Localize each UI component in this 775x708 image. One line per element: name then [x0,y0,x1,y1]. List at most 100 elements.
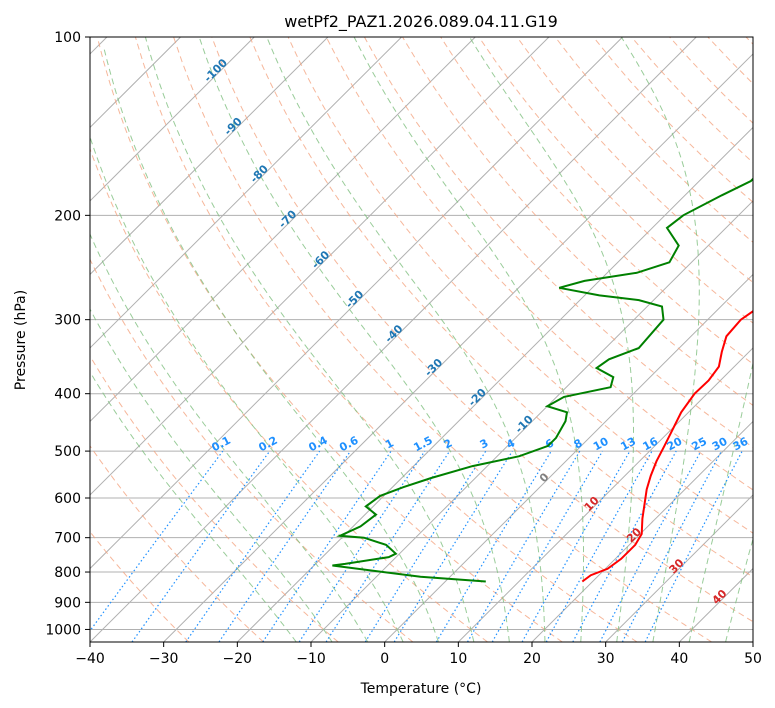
moist-adiabat-line [90,232,369,642]
x-axis: −40 −30 −20 −10 0 10 20 30 40 50 [75,642,762,667]
dry-adiabat-line [592,37,753,203]
y-tick-label: 300 [54,313,81,329]
mixing-ratio-label: 16 [641,435,661,454]
mixing-ratio-label: 13 [618,435,638,454]
mixing-ratio-line [262,450,392,642]
mixing-ratio-line [185,450,321,642]
dewpoint-profile-line [332,177,753,583]
moist-adiabat-line [103,49,439,642]
moist-adiabat-line [144,37,475,642]
isotherm-line [90,37,550,496]
dry-adiabat-line [516,37,753,284]
isotherm-line [90,37,329,276]
moist-adiabat-line [725,537,753,642]
dry-adiabat-line [96,37,563,642]
y-tick-label: 1000 [45,622,81,638]
isotherm-label: 30 [667,556,687,576]
y-axis-label: Pressure (hPa) [13,290,29,390]
dry-adiabat-line [287,37,753,534]
x-tick-label: −10 [296,651,326,667]
isotherm-line [384,273,753,642]
y-tick-label: 900 [54,595,81,611]
y-axis: 100 200 300 400 500 600 700 800 900 1000 [45,30,90,638]
isotherm-label: -80 [248,162,271,185]
isotherm-label: -10 [513,412,536,435]
moist-adiabat-line [353,37,584,642]
y-tick-label: 500 [54,444,81,460]
mixing-ratio-label: 36 [731,435,751,454]
x-tick-label: −20 [223,651,253,667]
isotherm-line [90,37,623,570]
chart-title: wetPf2_PAZ1.2026.089.04.11.G19 [284,12,558,32]
isotherm-label: -20 [466,386,489,409]
mixing-ratio-line [572,450,677,642]
mixing-ratio-label: 30 [710,435,730,454]
isotherm-line [90,37,255,202]
y-tick-label: 400 [54,387,81,403]
isotherm-line [236,126,753,642]
dry-adiabat-line [669,37,753,124]
mixing-ratio-line [325,450,451,642]
isotherm-label: -30 [422,356,445,379]
mixing-ratio-line [435,450,552,642]
dry-adiabat-line [90,445,264,642]
x-tick-label: 40 [670,651,688,667]
dry-adiabat-line [173,37,712,642]
y-tick-label: 200 [54,208,81,224]
x-tick-label: 30 [597,651,615,667]
dry-adiabat-line [211,37,753,623]
moist-adiabat-line [90,370,297,642]
dry-adiabat-line [325,37,753,491]
x-axis-label: Temperature (°C) [360,681,482,697]
y-tick-label: 100 [54,30,81,46]
x-tick-label: 0 [380,651,389,667]
isotherm-line [457,347,753,642]
isotherm-line [605,494,753,642]
dry-adiabat-line [707,37,753,85]
isotherm-label: 40 [710,587,730,607]
mixing-ratio-line [393,450,513,642]
isotherm-label: -90 [222,115,245,138]
isotherm-label: -70 [276,207,299,230]
moist-adiabat-line [688,361,753,642]
mixing-ratio-line [364,450,487,642]
isotherm-label: -100 [201,56,230,85]
y-tick-label: 600 [54,491,81,507]
temperature-profile-line [581,310,753,583]
x-tick-label: 50 [744,651,762,667]
isotherm-line [531,420,753,642]
moist-adiabat-line [469,37,634,642]
mixing-ratio-label: 25 [689,435,709,454]
moist-adiabat-line [266,37,546,642]
x-tick-label: 20 [523,651,541,667]
dry-adiabat-line [90,258,414,642]
mixing-ratio-line [218,450,351,642]
moist-adiabat-line [620,37,700,642]
mixing-ratio-line [644,450,743,642]
plot-frame [89,36,754,643]
mixing-ratio-label: 20 [665,435,685,454]
y-tick-label: 800 [54,565,81,581]
moist-adiabat-line [90,308,333,642]
isotherm-label: -50 [343,288,366,311]
dry-adiabat-line [745,37,753,45]
isotherm-line [678,567,753,642]
dry-adiabat-line [554,37,753,243]
isotherm-line [752,641,753,642]
isotherm-label: 10 [582,494,602,514]
isotherm-label: -40 [382,322,405,345]
dry-adiabat-line [134,37,638,642]
y-tick-label: 700 [54,531,81,547]
mixing-ratio-label: 2 [442,436,455,451]
dry-adiabat-line [249,37,753,578]
isotherm-label: -60 [309,248,332,271]
plot-area: 0.1 0.2 0.4 0.6 1 1.5 2 3 4 6 8 10 13 16 20 25 30 36-100-… [90,37,753,642]
isotherm-line [90,37,476,423]
isotherm-line [163,53,753,642]
isotherm-line [90,37,697,642]
dry-adiabat-line [90,147,488,642]
mixing-ratio-line [545,450,653,642]
x-tick-label: 10 [449,651,467,667]
isotherm-line [310,200,753,642]
